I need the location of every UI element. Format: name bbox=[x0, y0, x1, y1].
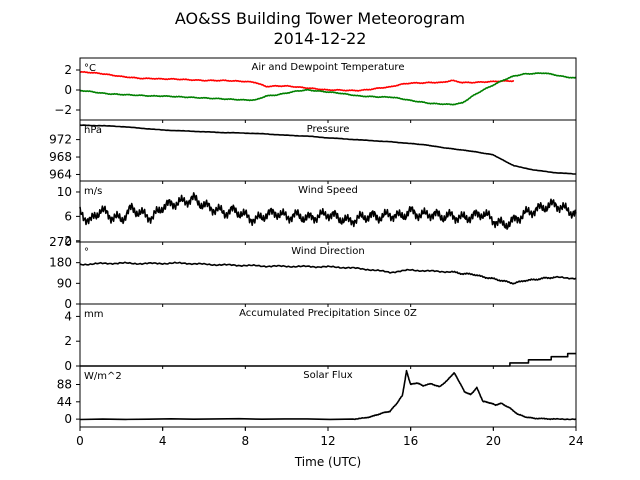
x-tick-label-2: 8 bbox=[242, 434, 250, 448]
x-tick-label-4: 16 bbox=[403, 434, 418, 448]
x-axis-label: Time (UTC) bbox=[294, 455, 361, 469]
panel-2-y-tick-label-0: 10 bbox=[57, 185, 72, 199]
panel-5-title: Solar Flux bbox=[303, 370, 353, 381]
panel-5-series-0-line bbox=[79, 369, 577, 421]
panel-1-y-tick-label-1: 968 bbox=[49, 150, 72, 164]
x-tick-label-3: 12 bbox=[320, 434, 335, 448]
panel-3-title: Wind Direction bbox=[291, 246, 365, 257]
panel-1-title: Pressure bbox=[307, 124, 350, 135]
panel-3-unit: ° bbox=[84, 247, 89, 258]
panel-4-y-tick-label-0: 4 bbox=[64, 309, 72, 323]
panel-3-y-tick-label-3: 0 bbox=[64, 297, 72, 311]
panel-5-y-tick-label-0: 88 bbox=[57, 377, 72, 391]
panel-3-series-0-line bbox=[79, 261, 577, 285]
panel-1-unit: hPa bbox=[84, 125, 102, 136]
panel-0-y-tick-label-0: 2 bbox=[64, 63, 72, 77]
x-tick-label-1: 4 bbox=[159, 434, 167, 448]
panels-group: 20−2°C Air and Dewpoint Temperature972968… bbox=[49, 57, 584, 448]
x-tick-label-0: 0 bbox=[76, 434, 84, 448]
panel-0-title: Air and Dewpoint Temperature bbox=[252, 62, 405, 73]
figure-title-line2: 2014-12-22 bbox=[274, 29, 367, 48]
panel-4-y-tick-label-1: 2 bbox=[64, 334, 72, 348]
panel-0-unit: °C bbox=[84, 63, 96, 74]
panel-2-series-0-line bbox=[79, 192, 577, 230]
panel-0-series-1-line bbox=[79, 72, 577, 106]
panel-1-y-tick-label-0: 972 bbox=[49, 133, 72, 147]
x-tick-label-6: 24 bbox=[568, 434, 583, 448]
panel-3-y-tick-label-0: 270 bbox=[49, 235, 72, 249]
panel-0-series-0-line bbox=[79, 70, 515, 92]
panel-1-series-0-line bbox=[79, 124, 576, 175]
panel-3-y-tick-label-1: 180 bbox=[49, 256, 72, 270]
panel-5-y-tick-label-2: 0 bbox=[64, 412, 72, 426]
panel-5-unit: W/m^2 bbox=[84, 371, 122, 382]
panel-4-title: Accumulated Precipitation Since 0Z bbox=[239, 308, 417, 319]
panel-4-unit: mm bbox=[84, 309, 103, 320]
panel-4-y-tick-label-2: 0 bbox=[64, 359, 72, 373]
panel-2-unit: m/s bbox=[84, 186, 102, 197]
panel-2-title: Wind Speed bbox=[298, 185, 358, 196]
panel-0-y-tick-label-1: 0 bbox=[64, 83, 72, 97]
panel-3-y-tick-label-2: 90 bbox=[57, 276, 72, 290]
panel-2-y-tick-label-1: 6 bbox=[64, 209, 72, 223]
panel-4-series-0-line bbox=[80, 352, 576, 367]
panel-5-y-tick-label-1: 44 bbox=[57, 395, 72, 409]
x-tick-label-5: 20 bbox=[486, 434, 501, 448]
figure-title-line1: AO&SS Building Tower Meteorogram bbox=[175, 9, 465, 28]
panel-1-y-tick-label-2: 964 bbox=[49, 167, 72, 181]
panel-2-y-tick-label-2: 2 bbox=[64, 234, 72, 248]
panel-0-y-tick-label-2: −2 bbox=[54, 103, 72, 117]
